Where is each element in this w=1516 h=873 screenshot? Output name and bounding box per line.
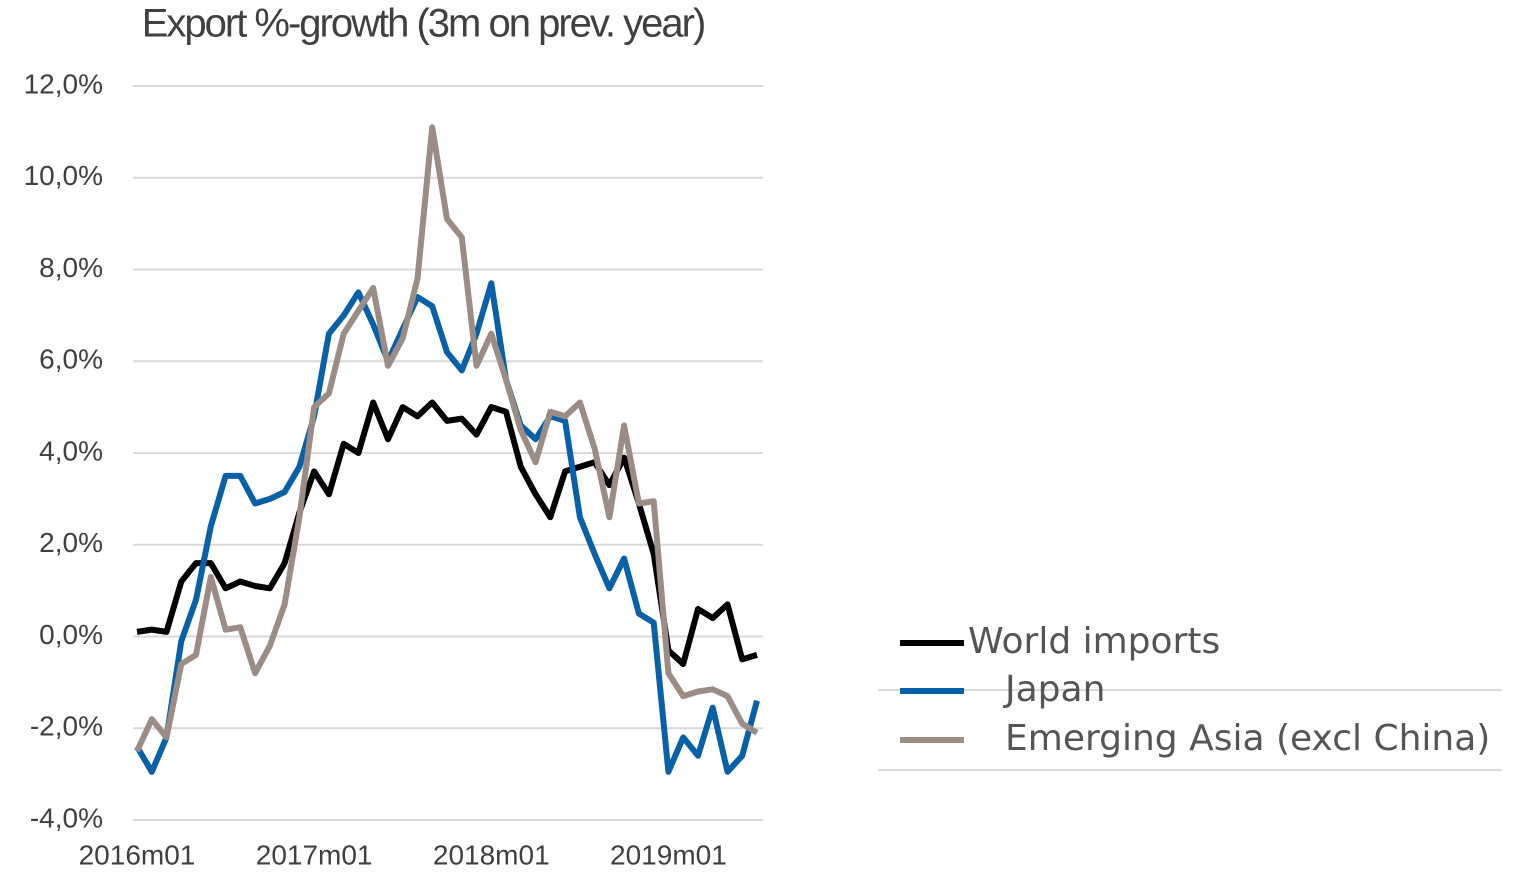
y-tick-label: 2,0%	[39, 527, 103, 558]
legend-label: World imports	[968, 621, 1220, 662]
x-tick-label: 2016m01	[79, 839, 196, 870]
y-tick-label: 0,0%	[39, 619, 103, 650]
y-tick-label: 8,0%	[39, 252, 103, 283]
y-tick-label: 12,0%	[24, 68, 103, 99]
y-tick-label: 10,0%	[24, 160, 103, 191]
legend-label: Japan	[1003, 669, 1105, 710]
x-tick-label: 2019m01	[610, 839, 727, 870]
y-tick-label: -2,0%	[30, 711, 103, 742]
y-tick-label: 6,0%	[39, 344, 103, 375]
series-line	[136, 399, 758, 667]
series-line	[134, 124, 759, 753]
y-tick-label: 4,0%	[39, 435, 103, 466]
legend-label: Emerging Asia (excl China)	[1005, 718, 1490, 759]
series-line	[134, 280, 760, 775]
x-tick-label: 2017m01	[256, 839, 373, 870]
y-tick-label: -4,0%	[30, 802, 103, 833]
x-tick-label: 2018m01	[433, 839, 550, 870]
chart-title: Export %-growth (3m on prev. year)	[142, 2, 705, 46]
